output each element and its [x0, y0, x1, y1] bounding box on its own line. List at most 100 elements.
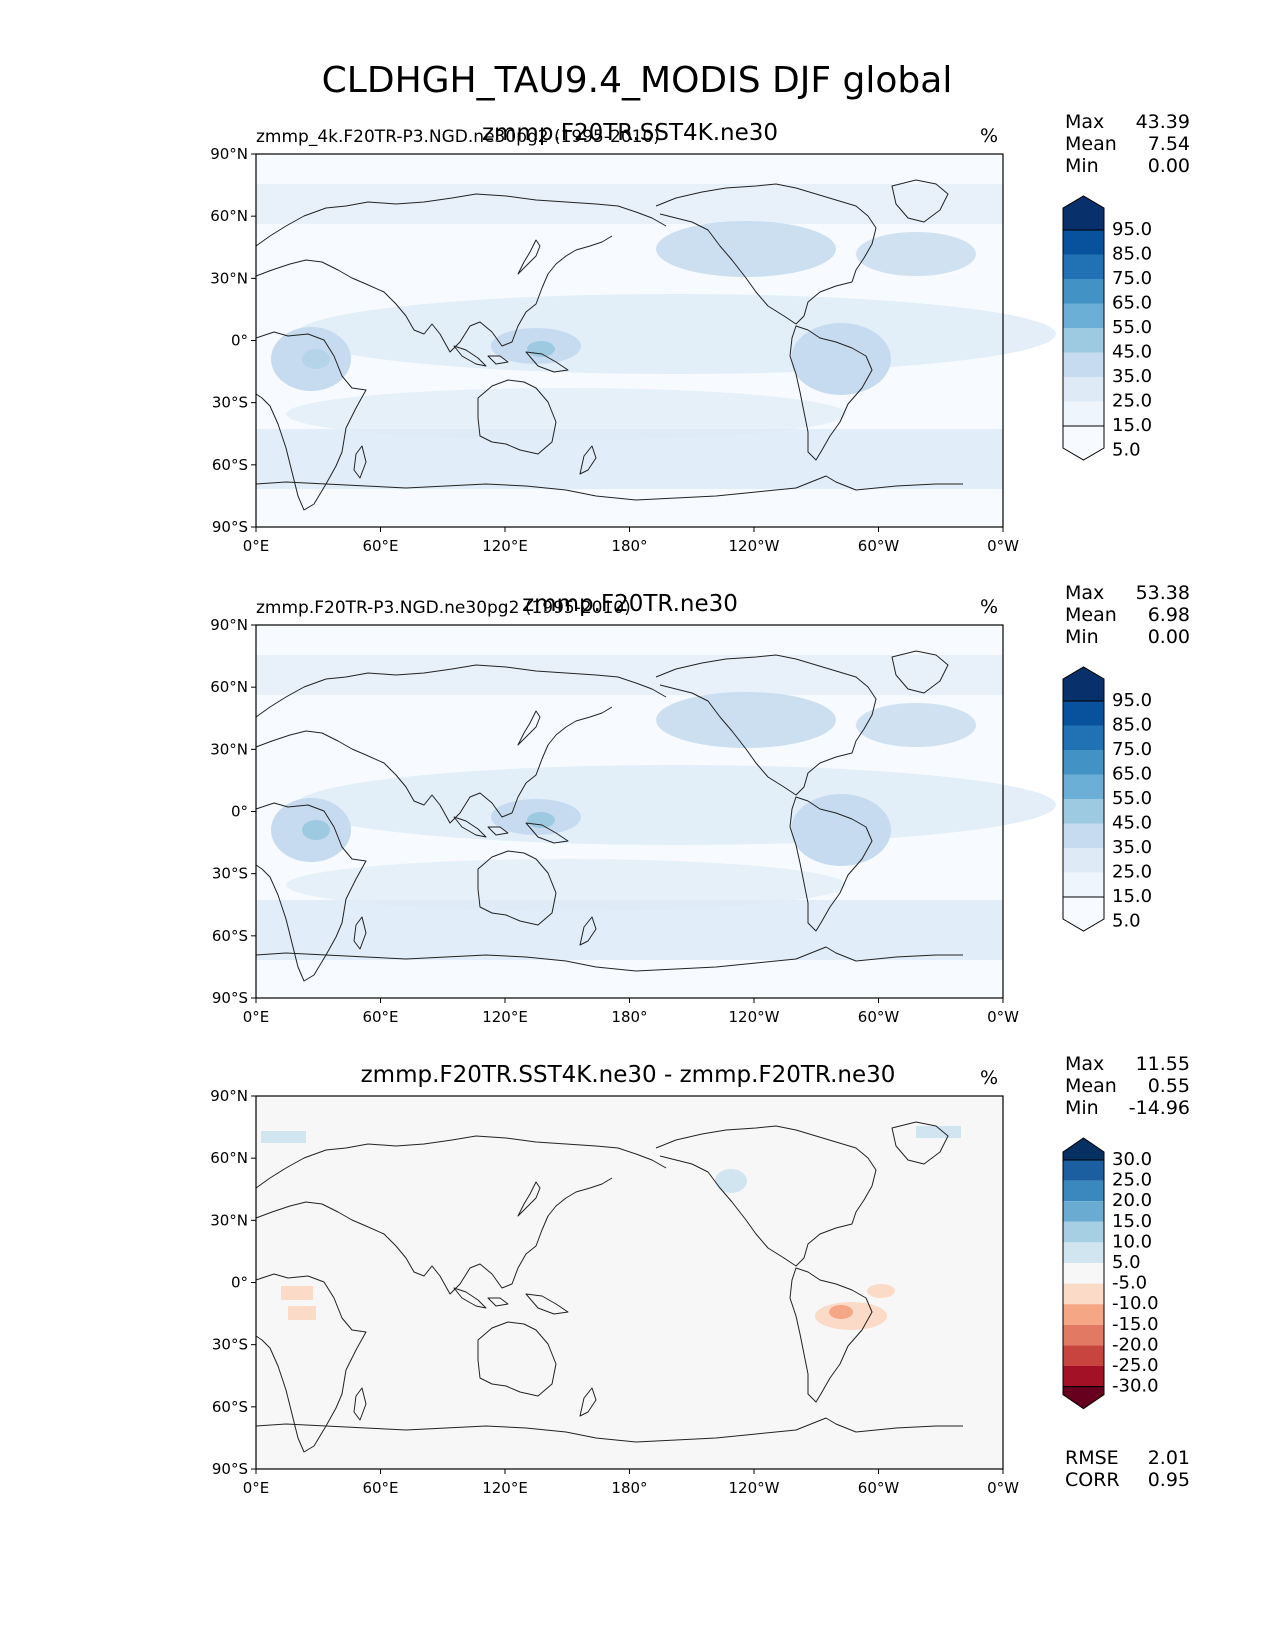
metric-value: 0.95 — [1148, 1469, 1190, 1491]
colorbar-segment — [1063, 1242, 1104, 1263]
field-warmpool-core — [527, 341, 555, 357]
colorbar-segment — [1063, 1366, 1104, 1387]
colorbar-tick-label: 30.0 — [1112, 1149, 1152, 1170]
y-tick-label: 30°S — [212, 394, 248, 412]
stat-value: 0.55 — [1148, 1075, 1190, 1097]
panel-title: zmmp.F20TR.SST4K.ne30 — [482, 120, 778, 146]
y-tick-label: 90°S — [212, 518, 248, 536]
colorbar-tick-label: -25.0 — [1112, 1355, 1159, 1376]
diff-arctic-b — [916, 1126, 961, 1138]
stat-label: Min — [1065, 155, 1099, 177]
colorbar-tick-label: 45.0 — [1112, 813, 1152, 834]
stat-label: Max — [1065, 1053, 1104, 1075]
panel-title: zmmp.F20TR.ne30 — [522, 591, 738, 617]
x-tick-label: 120°W — [729, 1008, 780, 1026]
x-tick-label: 60°E — [362, 1008, 398, 1026]
colorbar-segment — [1063, 1201, 1104, 1222]
colorbar-segment — [1063, 1304, 1104, 1325]
metric-label: RMSE — [1065, 1447, 1119, 1469]
colorbar-tick-label: 5.0 — [1112, 911, 1141, 932]
x-tick-label: 60°W — [858, 1479, 900, 1497]
field-africa-core — [302, 820, 330, 840]
colorbar-segment — [1063, 1324, 1104, 1346]
stat-label: Min — [1065, 626, 1099, 648]
stat-value: 6.98 — [1148, 604, 1190, 626]
x-tick-label: 180° — [611, 1479, 647, 1497]
y-tick-label: 90°S — [212, 989, 248, 1007]
colorbar-extend-bottom — [1062, 425, 1105, 461]
colorbar-segment — [1063, 823, 1104, 848]
diff-arctic-a — [261, 1131, 306, 1143]
field-itcz — [296, 765, 1056, 845]
colorbar-extend-top — [1062, 666, 1105, 702]
colorbar: 95.0 85.0 75.0 65.0 55.0 45.0 35.0 25.0 15.0 5.0 — [1062, 666, 1152, 932]
field-itcz — [296, 294, 1056, 374]
x-tick-label: 0°W — [987, 537, 1019, 555]
colorbar-tick-label: 15.0 — [1112, 1211, 1152, 1232]
x-tick-label: 0°W — [987, 1479, 1019, 1497]
panel-title: zmmp.F20TR.SST4K.ne30 - zmmp.F20TR.ne30 — [361, 1062, 896, 1088]
diff-samerica — [815, 1302, 887, 1330]
colorbar-tick-label: 45.0 — [1112, 342, 1152, 363]
colorbar-tick-label: 15.0 — [1112, 415, 1152, 436]
x-tick-label: 60°E — [362, 537, 398, 555]
field-natlantic — [856, 232, 976, 276]
metric-label: CORR — [1065, 1469, 1120, 1491]
y-tick-label: 60°N — [210, 1149, 248, 1167]
colorbar-segment — [1063, 1263, 1104, 1284]
colorbar-tick-label: 85.0 — [1112, 244, 1152, 265]
y-tick-label: 30°S — [212, 1336, 248, 1354]
panel-subtitle-left: zmmp.F20TR-P3.NGD.ne30pg2 (1995-2010) — [256, 598, 631, 618]
y-tick-label: 60°N — [210, 207, 248, 225]
stat-value: 11.55 — [1136, 1053, 1190, 1075]
field-npacific — [656, 221, 836, 277]
diff-africa-b — [288, 1306, 316, 1320]
field-band-northern — [256, 184, 1003, 224]
colorbar-tick-label: 55.0 — [1112, 317, 1152, 338]
panel-difference: 90°N 60°N 30°N 0° 30°S 60°S 90°S0°E 60°E 120°E 18… — [210, 1053, 1190, 1497]
y-tick-label: 90°N — [210, 145, 248, 163]
x-tick-label: 0°W — [987, 1008, 1019, 1026]
colorbar-frame — [1062, 700, 1105, 898]
diff-samerica-core — [829, 1305, 853, 1319]
colorbar-tick-label: 5.0 — [1112, 440, 1141, 461]
x-tick-label: 0°E — [243, 537, 270, 555]
colorbar-segment — [1063, 701, 1104, 726]
panel-units: % — [980, 1067, 998, 1089]
colorbar-segment — [1063, 750, 1104, 775]
field-layer — [261, 1126, 961, 1330]
colorbar-tick-label: 5.0 — [1112, 1252, 1141, 1273]
x-tick-label: 60°E — [362, 1479, 398, 1497]
colorbar-tick-label: 55.0 — [1112, 788, 1152, 809]
field-spcz — [286, 388, 846, 440]
y-tick-label: 30°N — [210, 740, 248, 758]
colorbar-tick-label: 10.0 — [1112, 1231, 1152, 1252]
x-tick-label: 120°E — [482, 537, 528, 555]
field-spcz — [286, 859, 846, 911]
stat-label: Min — [1065, 1097, 1099, 1119]
field-warmpool-core — [527, 812, 555, 828]
stat-label: Mean — [1065, 604, 1117, 626]
stat-value: -14.96 — [1129, 1097, 1190, 1119]
field-africa-core — [302, 349, 330, 369]
colorbar-segment — [1063, 1283, 1104, 1305]
colorbar-tick-label: 25.0 — [1112, 862, 1152, 883]
colorbar-segment — [1063, 848, 1104, 873]
metric-value: 2.01 — [1148, 1447, 1190, 1469]
y-tick-label: 30°N — [210, 269, 248, 287]
field-amazon — [791, 794, 891, 866]
colorbar-tick-label: 95.0 — [1112, 690, 1152, 711]
stat-value: 7.54 — [1148, 133, 1190, 155]
colorbar-segment — [1063, 1221, 1104, 1243]
colorbar-segment — [1063, 1180, 1104, 1202]
field-npacific — [656, 692, 836, 748]
field-natlantic — [856, 703, 976, 747]
colorbar-tick-label: 25.0 — [1112, 391, 1152, 412]
colorbar-tick-label: -10.0 — [1112, 1293, 1159, 1314]
colorbar-segment — [1063, 352, 1104, 377]
stat-label: Max — [1065, 111, 1104, 133]
stat-label: Mean — [1065, 133, 1117, 155]
field-africa — [271, 327, 351, 391]
colorbar-tick-label: 20.0 — [1112, 1190, 1152, 1211]
y-tick-label: 30°S — [212, 865, 248, 883]
